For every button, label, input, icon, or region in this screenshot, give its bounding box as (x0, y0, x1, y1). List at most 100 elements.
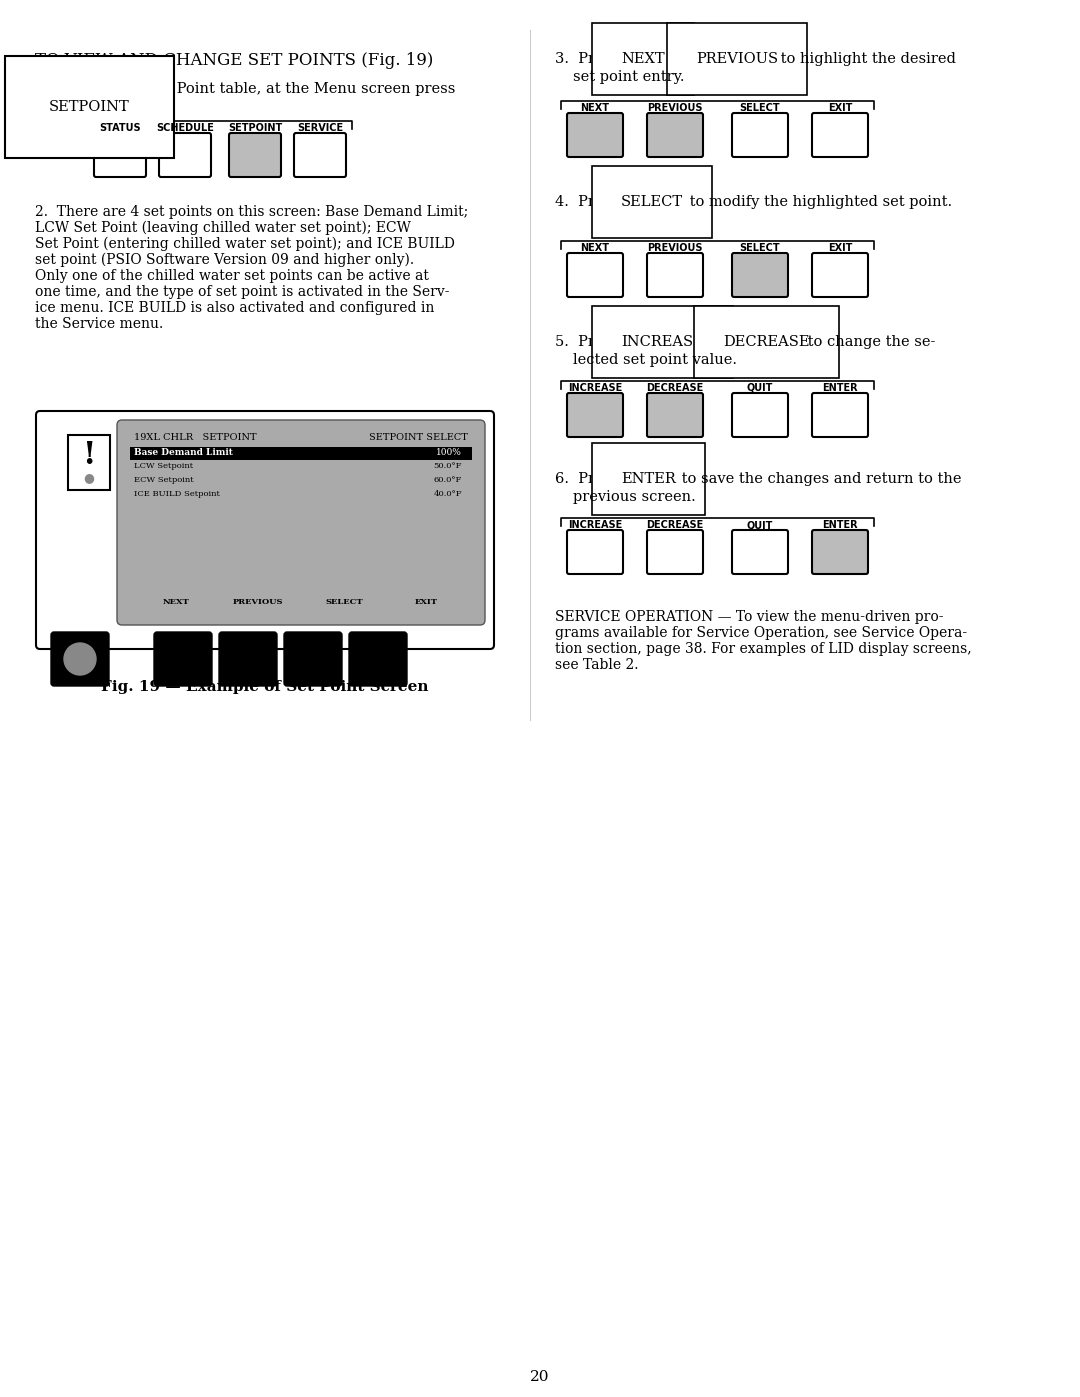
Text: 4.  Press: 4. Press (555, 196, 623, 210)
FancyBboxPatch shape (732, 393, 788, 437)
Text: PREVIOUS: PREVIOUS (647, 243, 703, 253)
Text: TO VIEW AND CHANGE SET POINTS (Fig. 19): TO VIEW AND CHANGE SET POINTS (Fig. 19) (35, 52, 433, 68)
Text: 5.  Press: 5. Press (555, 335, 623, 349)
Text: PREVIOUS: PREVIOUS (647, 103, 703, 113)
FancyBboxPatch shape (647, 529, 703, 574)
FancyBboxPatch shape (567, 253, 623, 298)
Text: lected set point value.: lected set point value. (573, 353, 737, 367)
Text: ENTER: ENTER (822, 383, 858, 393)
Text: EXIT: EXIT (415, 598, 437, 606)
FancyBboxPatch shape (732, 253, 788, 298)
Text: SELECT: SELECT (740, 103, 781, 113)
Text: set point entry.: set point entry. (573, 70, 685, 84)
Text: grams available for Service Operation, see Service Opera-: grams available for Service Operation, s… (555, 626, 967, 640)
FancyBboxPatch shape (812, 393, 868, 437)
Text: 1.  To view the Set Point table, at the Menu screen press: 1. To view the Set Point table, at the M… (35, 82, 456, 96)
FancyBboxPatch shape (567, 113, 623, 156)
Text: !: ! (82, 440, 96, 471)
Bar (68, 434, 110, 490)
FancyBboxPatch shape (284, 631, 342, 686)
Text: SERVICE OPERATION — To view the menu-driven pro-: SERVICE OPERATION — To view the menu-dri… (555, 610, 944, 624)
Text: STATUS: STATUS (99, 123, 140, 133)
Text: INCREASE: INCREASE (621, 335, 704, 349)
Text: LCW Setpoint: LCW Setpoint (134, 462, 193, 469)
Text: 20: 20 (530, 1370, 550, 1384)
Text: SELECT: SELECT (325, 598, 363, 606)
Text: SELECT: SELECT (740, 243, 781, 253)
Text: QUIT: QUIT (746, 520, 773, 529)
Text: Set Point (entering chilled water set point); and ICE BUILD: Set Point (entering chilled water set po… (35, 237, 455, 251)
Text: EXIT: EXIT (827, 243, 852, 253)
FancyBboxPatch shape (812, 113, 868, 156)
FancyBboxPatch shape (812, 253, 868, 298)
Text: SETPOINT: SETPOINT (49, 101, 130, 115)
FancyBboxPatch shape (349, 631, 407, 686)
Text: ENTER: ENTER (822, 520, 858, 529)
Text: 3.  Press: 3. Press (555, 52, 623, 66)
Text: 50.0°F: 50.0°F (433, 462, 462, 469)
Text: INCREASE: INCREASE (568, 520, 622, 529)
FancyBboxPatch shape (732, 529, 788, 574)
Text: 40.0°F: 40.0°F (433, 490, 462, 497)
Text: SCHEDULE: SCHEDULE (157, 123, 214, 133)
Text: Only one of the chilled water set points can be active at: Only one of the chilled water set points… (35, 270, 429, 284)
Text: to change the se-: to change the se- (804, 335, 935, 349)
Text: Fig. 19 — Example of Set Point Screen: Fig. 19 — Example of Set Point Screen (102, 680, 429, 694)
FancyBboxPatch shape (154, 631, 212, 686)
Text: Base Demand Limit: Base Demand Limit (134, 448, 233, 457)
FancyBboxPatch shape (812, 529, 868, 574)
Text: PREVIOUS: PREVIOUS (233, 598, 283, 606)
Text: EXIT: EXIT (827, 103, 852, 113)
Text: SETPOINT SELECT: SETPOINT SELECT (369, 433, 468, 441)
FancyBboxPatch shape (294, 133, 346, 177)
Text: the Service menu.: the Service menu. (35, 317, 163, 331)
Text: NEXT: NEXT (581, 103, 609, 113)
Text: ice menu. ICE BUILD is also activated and configured in: ice menu. ICE BUILD is also activated an… (35, 300, 434, 314)
Text: 6.  Press: 6. Press (555, 472, 623, 486)
Text: DECREASE: DECREASE (646, 383, 704, 393)
Text: ICE BUILD Setpoint: ICE BUILD Setpoint (134, 490, 220, 497)
FancyBboxPatch shape (647, 113, 703, 156)
FancyBboxPatch shape (229, 133, 281, 177)
Text: ECW Setpoint: ECW Setpoint (134, 476, 193, 483)
Text: NEXT: NEXT (162, 598, 189, 606)
Text: 19XL CHLR   SETPOINT: 19XL CHLR SETPOINT (134, 433, 257, 441)
FancyBboxPatch shape (732, 113, 788, 156)
Text: SETPOINT: SETPOINT (228, 123, 282, 133)
Text: to save the changes and return to the: to save the changes and return to the (677, 472, 961, 486)
Text: SELECT: SELECT (621, 196, 684, 210)
FancyBboxPatch shape (51, 631, 109, 686)
Text: DECREASE: DECREASE (646, 520, 704, 529)
Text: or: or (667, 52, 692, 66)
Text: 2.  There are 4 set points on this screen: Base Demand Limit;: 2. There are 4 set points on this screen… (35, 205, 469, 219)
Text: tion section, page 38. For examples of LID display screens,: tion section, page 38. For examples of L… (555, 643, 972, 657)
Text: see Table 2.: see Table 2. (555, 658, 638, 672)
Text: NEXT: NEXT (621, 52, 664, 66)
Text: 60.0°F: 60.0°F (434, 476, 462, 483)
Text: set point (PSIO Software Version 09 and higher only).: set point (PSIO Software Version 09 and … (35, 253, 414, 267)
FancyBboxPatch shape (94, 133, 146, 177)
Text: INCREASE: INCREASE (568, 383, 622, 393)
Text: 100%: 100% (436, 448, 462, 457)
Text: QUIT: QUIT (746, 383, 773, 393)
Text: DECREASE: DECREASE (723, 335, 810, 349)
Text: to highlight the desired: to highlight the desired (777, 52, 956, 66)
Text: SERVICE: SERVICE (297, 123, 343, 133)
FancyBboxPatch shape (159, 133, 211, 177)
Text: ENTER: ENTER (621, 472, 676, 486)
FancyBboxPatch shape (567, 529, 623, 574)
Text: NEXT: NEXT (581, 243, 609, 253)
Text: .: . (117, 101, 126, 115)
FancyBboxPatch shape (219, 631, 276, 686)
Text: previous screen.: previous screen. (573, 490, 696, 504)
Text: LCW Set Point (leaving chilled water set point); ECW: LCW Set Point (leaving chilled water set… (35, 221, 410, 235)
Circle shape (64, 643, 96, 675)
Text: ●: ● (83, 471, 94, 485)
Text: or: or (698, 335, 724, 349)
FancyBboxPatch shape (36, 411, 494, 650)
FancyBboxPatch shape (567, 393, 623, 437)
Text: to modify the highlighted set point.: to modify the highlighted set point. (685, 196, 953, 210)
Text: one time, and the type of set point is activated in the Serv-: one time, and the type of set point is a… (35, 285, 449, 299)
FancyBboxPatch shape (117, 420, 485, 624)
Bar (130, 447, 472, 460)
